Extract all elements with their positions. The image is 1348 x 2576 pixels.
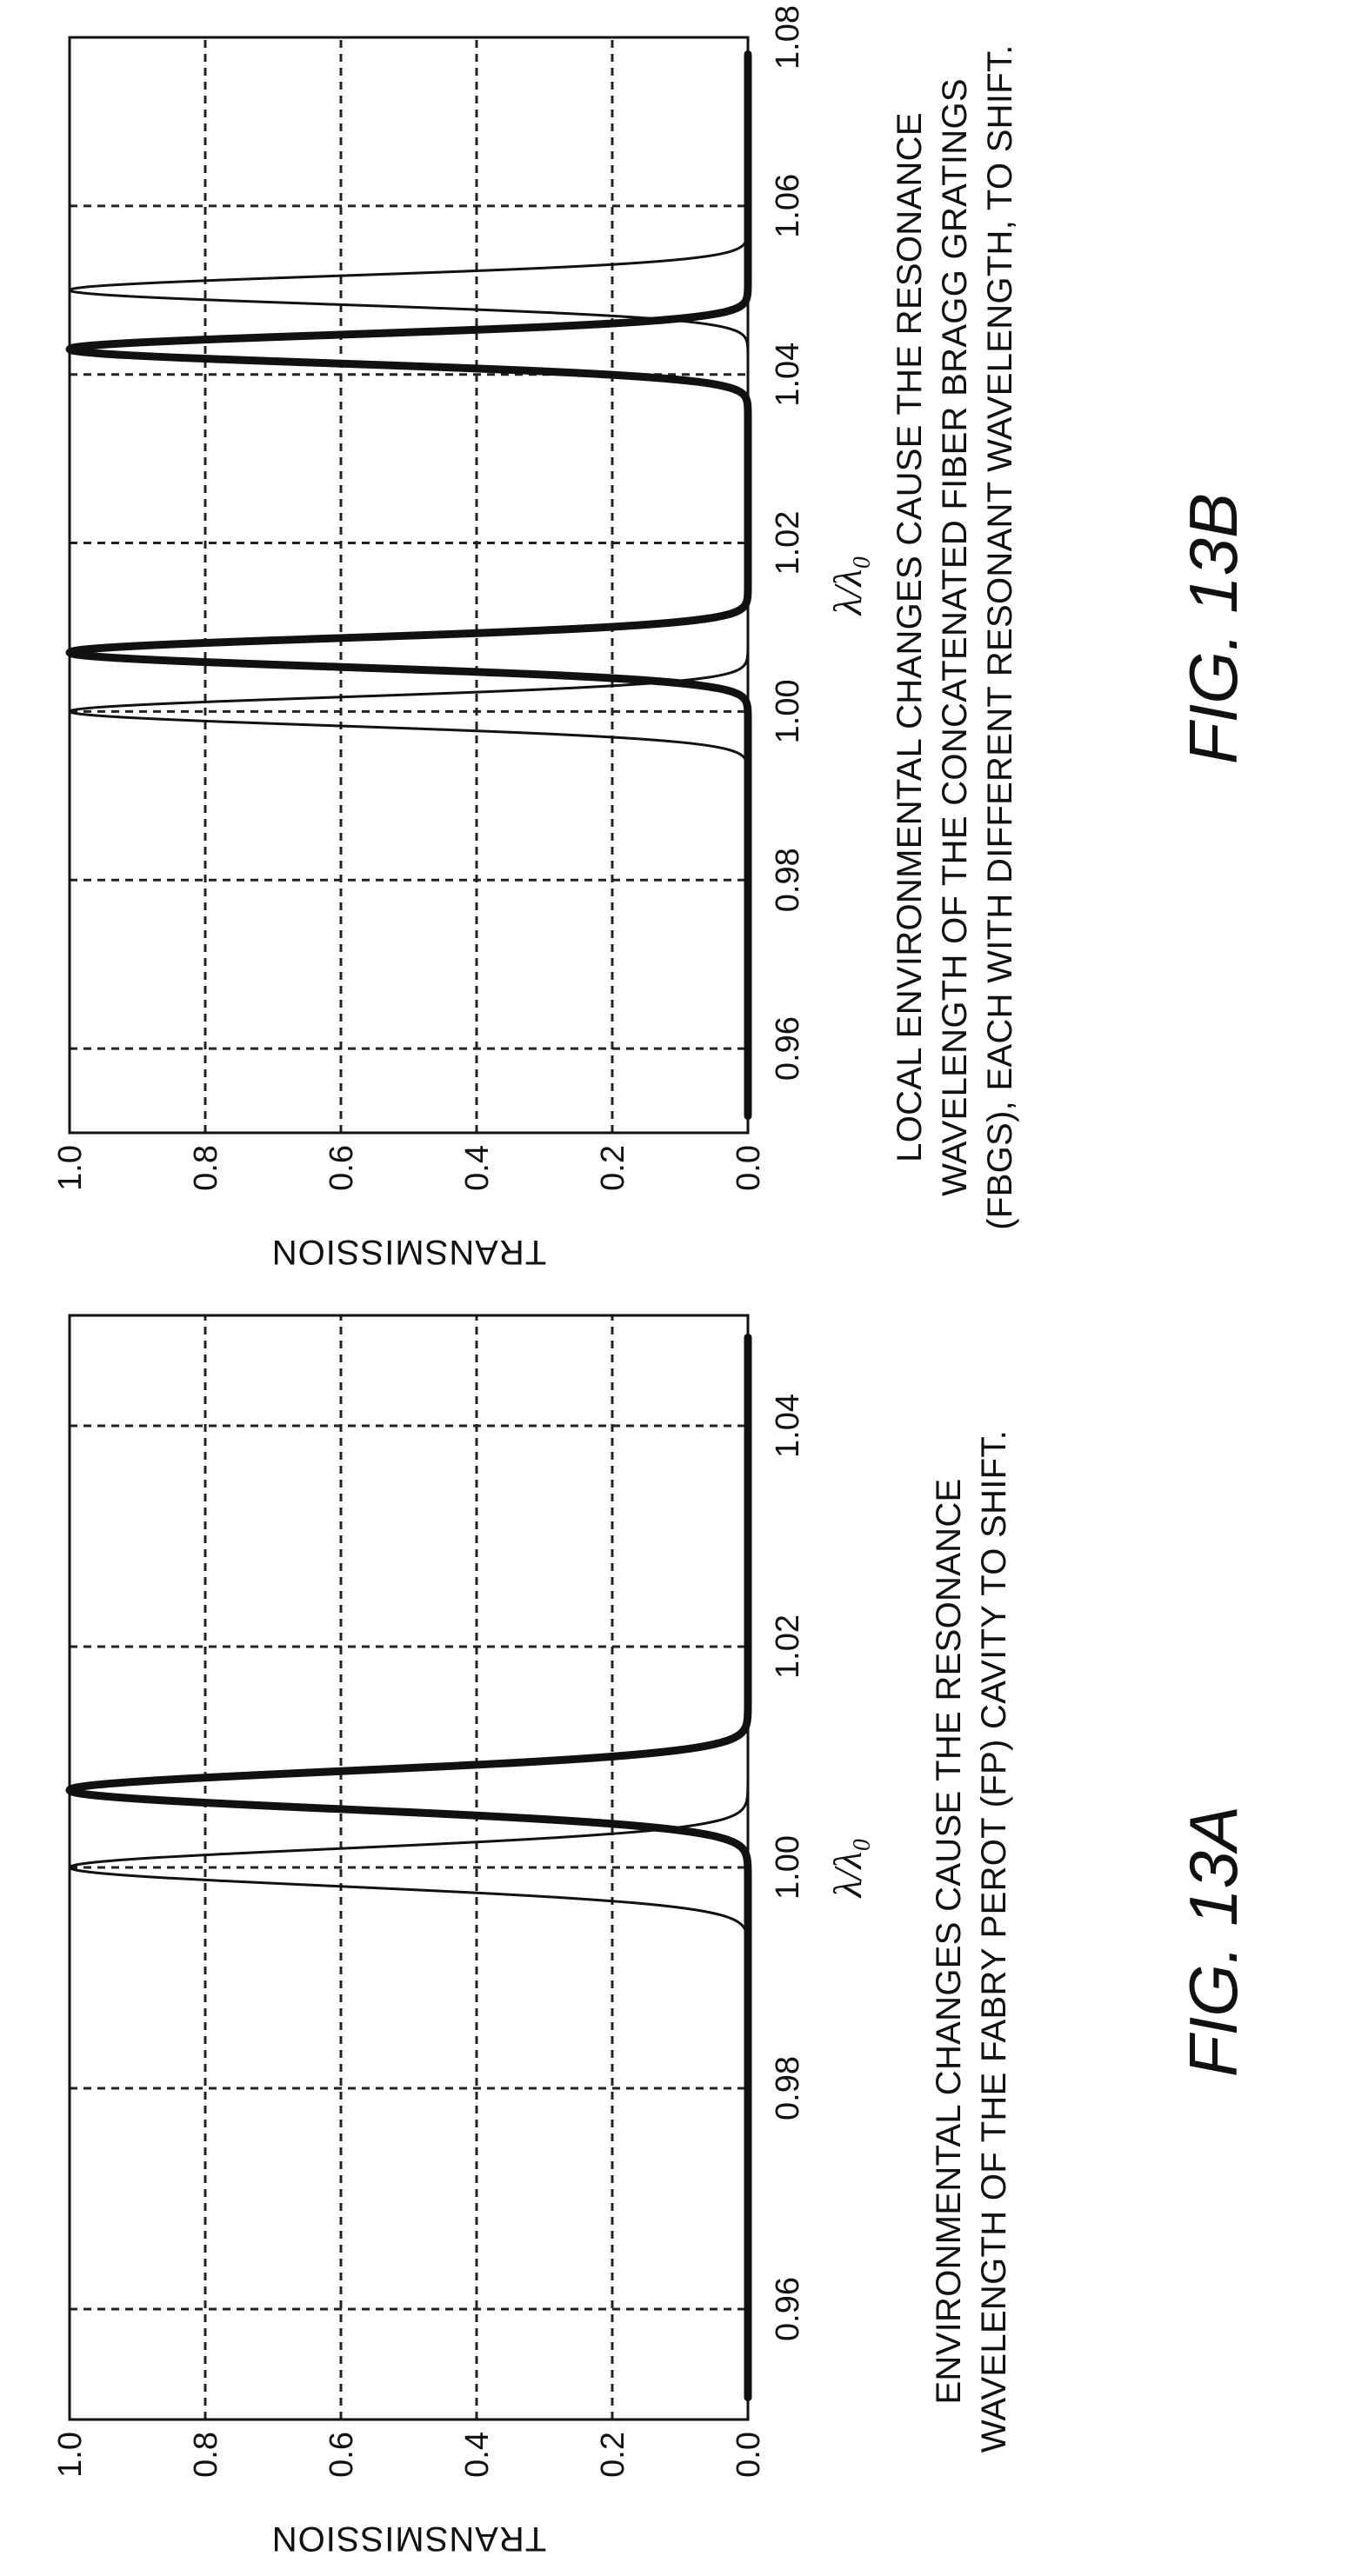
- plot-frame: [68, 36, 750, 1135]
- fig-label-13b: FIG. 13B: [1175, 492, 1251, 765]
- caption-13a: ENVIRONMENTAL CHANGES CAUSE THE RESONANC…: [930, 1429, 1013, 2453]
- y-axis-label: TRANSMISSION: [271, 2519, 546, 2558]
- chart-13b: 0.0 0.2 0.4 0.6 0.8 1.0 0.96 0.98 1.00 1.02 1.04 1.…: [52, 5, 870, 1271]
- series-line-thin: [68, 52, 750, 1118]
- x-tick-label: 0.96: [770, 1016, 806, 1081]
- x-axis-label: λ/λ₀: [825, 556, 870, 617]
- x-tick-label: 1.04: [770, 1394, 806, 1458]
- y-tick-label: 0.6: [324, 2432, 360, 2478]
- x-tick-label: 1.08: [770, 5, 806, 70]
- y-axis-label: TRANSMISSION: [271, 1233, 546, 1271]
- y-tick-label: 1.0: [52, 2432, 89, 2478]
- y-tick-label: 0.0: [731, 2432, 767, 2478]
- x-tick-label: 1.02: [770, 511, 806, 576]
- y-tick-label: 0.2: [595, 1145, 631, 1191]
- panel-13b: 0.0 0.2 0.4 0.6 0.8 1.0 0.96 0.98 1.00 1.02 1.04 1.…: [0, 3, 1348, 1289]
- series-line-thick: [65, 50, 752, 1121]
- caption-13b: LOCAL ENVIRONMENTAL CHANGES CAUSE THE RE…: [891, 44, 1019, 1230]
- y-tick-label: 0.8: [188, 2432, 224, 2478]
- y-tick-label: 0.0: [731, 1145, 767, 1191]
- x-tick-label: 1.02: [770, 1614, 806, 1679]
- series-line-thick: [65, 1333, 752, 2402]
- panel-13a: 0.0 0.2 0.4 0.6 0.8 1.0 0.96 0.98 1.00 1.02 1.04 TR…: [0, 1289, 1348, 2576]
- x-tick-label: 1.00: [770, 679, 806, 743]
- x-axis-label: λ/λ₀: [825, 1838, 870, 1900]
- x-tick-label: 1.06: [770, 174, 806, 238]
- chart-13a: 0.0 0.2 0.4 0.6 0.8 1.0 0.96 0.98 1.00 1.02 1.04 TR…: [52, 1314, 870, 2558]
- x-tick-label: 1.04: [770, 343, 806, 407]
- y-tick-label: 0.6: [324, 1145, 360, 1191]
- y-tick-label: 0.4: [459, 2432, 496, 2478]
- y-tick-label: 1.0: [52, 1145, 89, 1191]
- x-tick-label: 0.96: [770, 2277, 806, 2341]
- y-tick-label: 0.8: [188, 1145, 224, 1191]
- x-tick-label: 1.00: [770, 1835, 806, 1900]
- fig-label-13a: FIG. 13A: [1175, 1805, 1251, 2078]
- y-tick-label: 0.2: [595, 2432, 631, 2478]
- y-tick-label: 0.4: [459, 1145, 496, 1191]
- x-tick-label: 0.98: [770, 2056, 806, 2120]
- x-tick-label: 0.98: [770, 848, 806, 912]
